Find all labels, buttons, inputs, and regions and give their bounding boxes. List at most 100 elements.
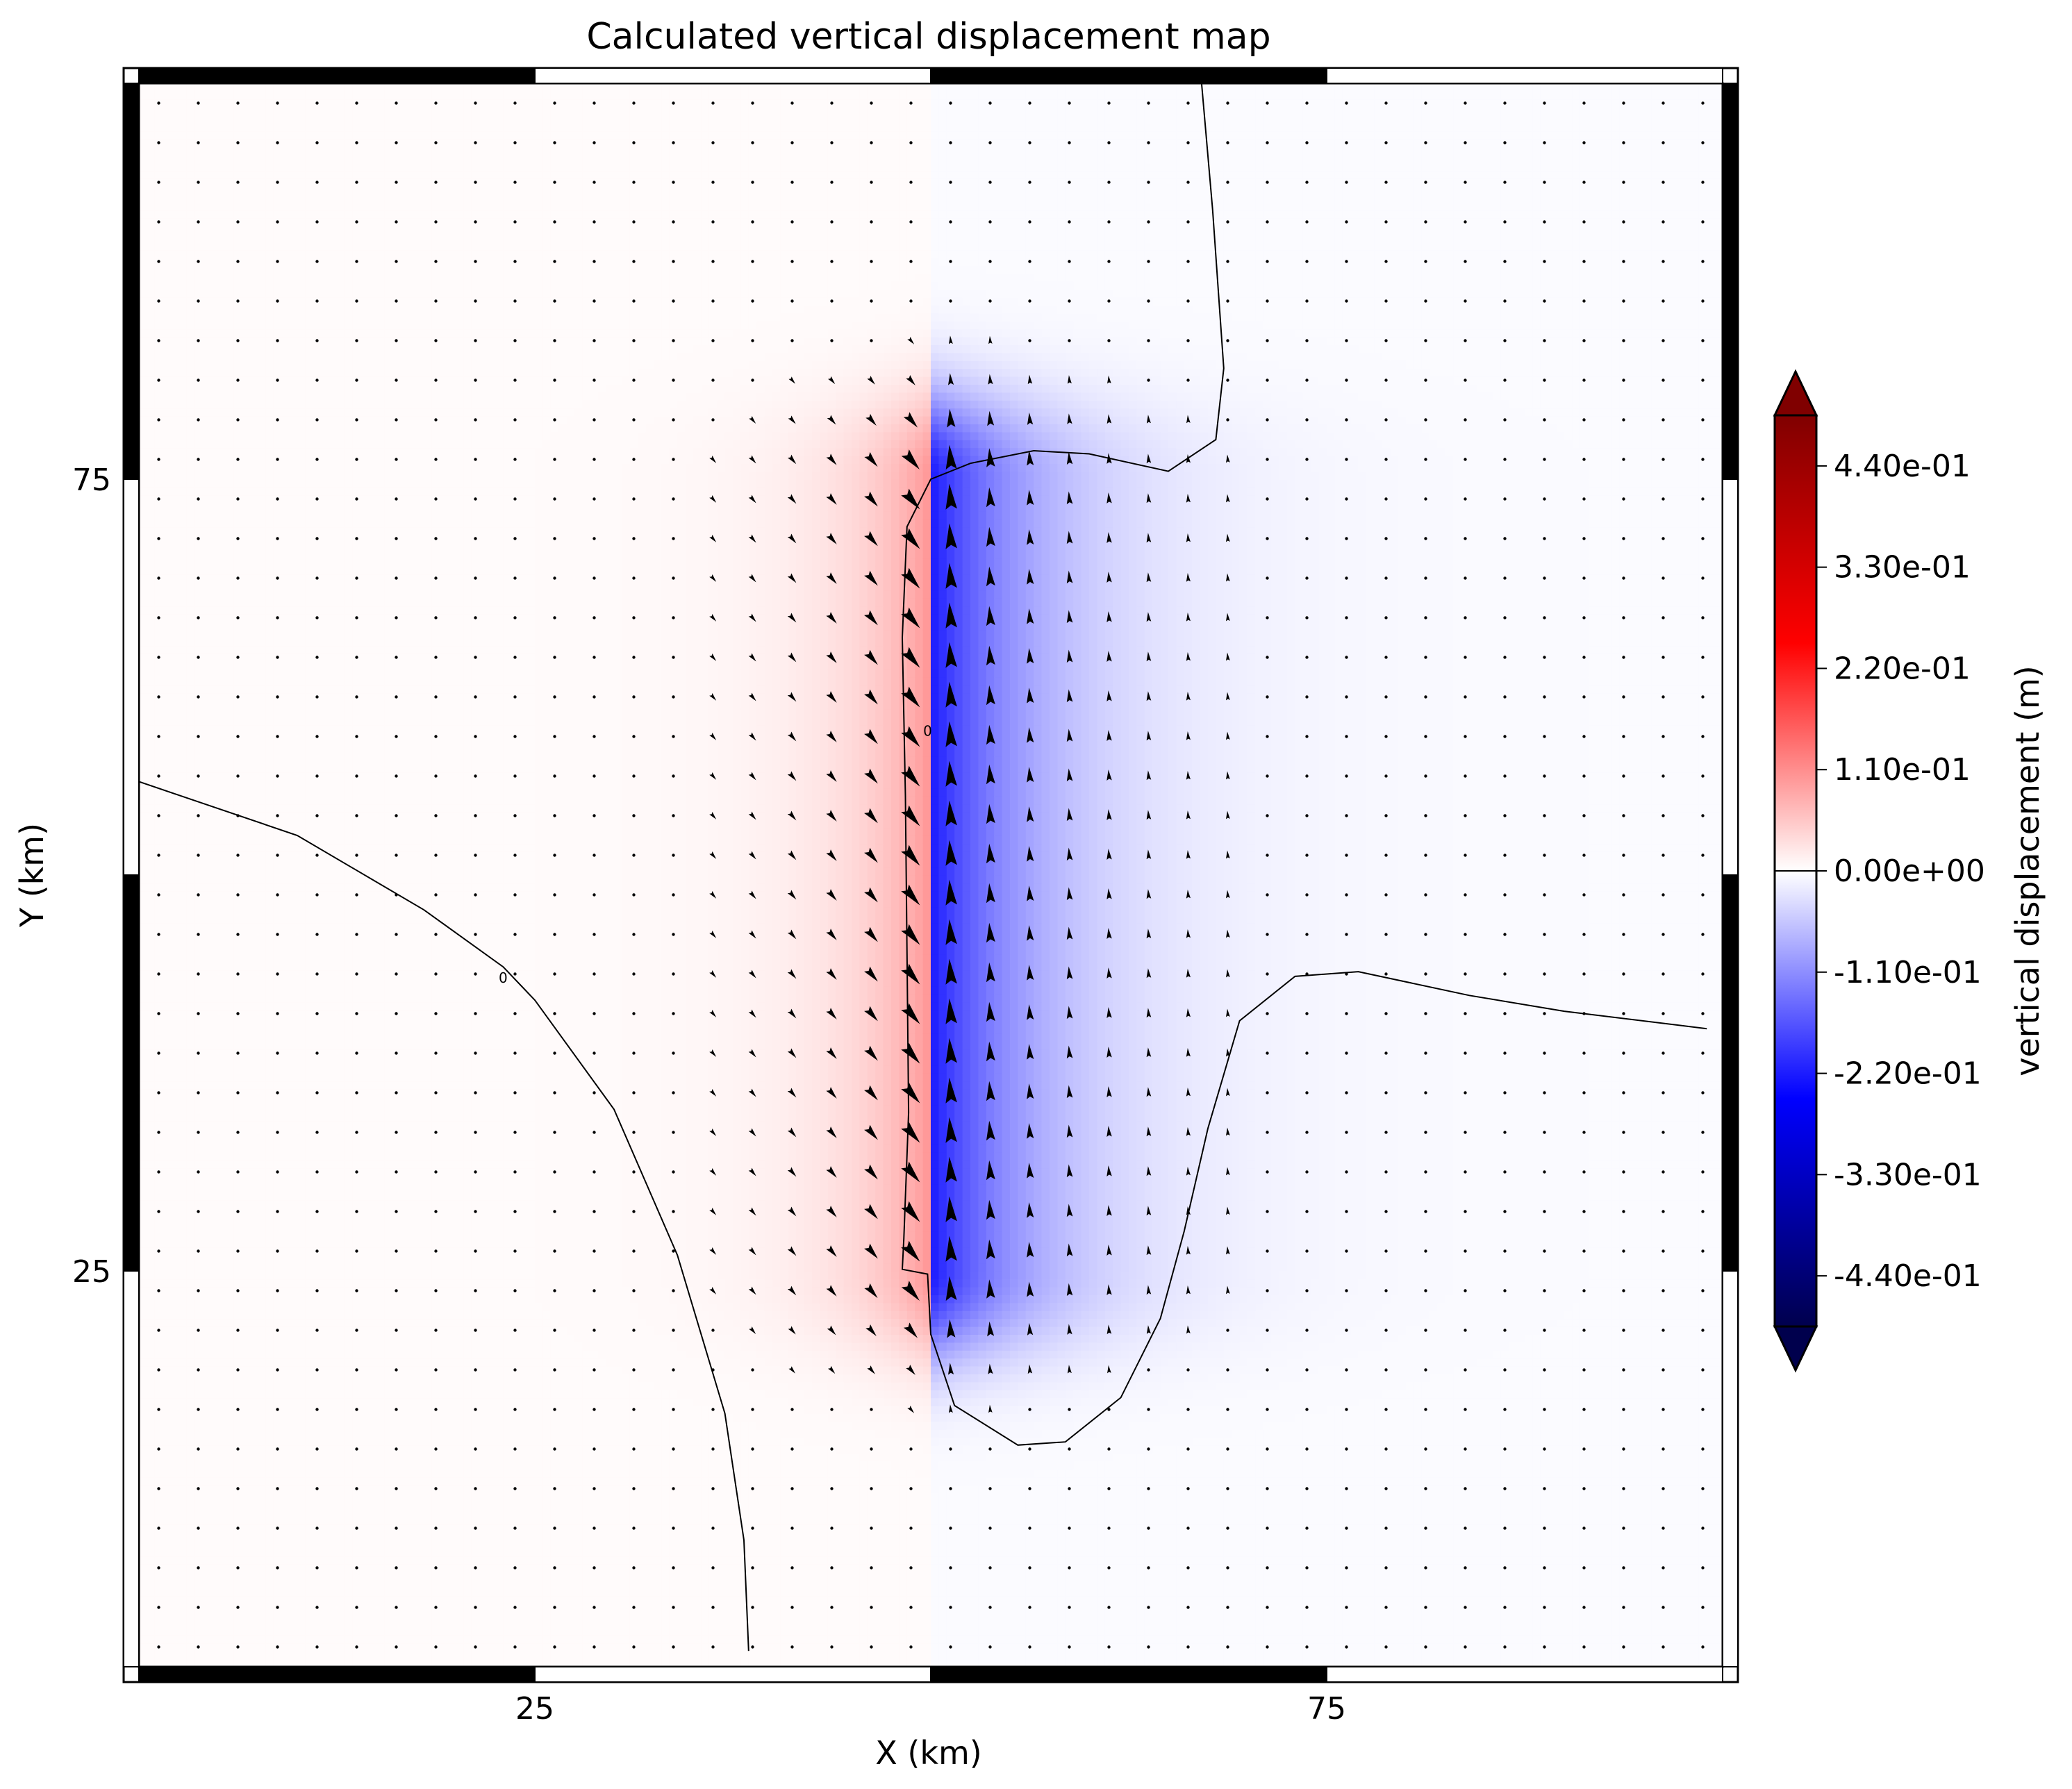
field-cell [233, 1057, 242, 1066]
field-cell [154, 1595, 163, 1604]
field-cell [154, 550, 163, 559]
field-cell [313, 1516, 322, 1525]
field-cell [194, 83, 203, 92]
field-cell [258, 843, 267, 852]
field-cell [329, 1009, 338, 1018]
field-cell [273, 843, 282, 852]
field-cell [305, 487, 314, 496]
field-cell [186, 447, 195, 456]
field-cell [305, 692, 314, 701]
field-cell [265, 510, 274, 519]
field-cell [258, 1469, 267, 1478]
field-cell [233, 1350, 242, 1359]
field-cell [258, 115, 267, 124]
field-cell [170, 210, 179, 219]
field-cell [321, 1658, 330, 1667]
field-cell [218, 1263, 227, 1272]
field-cell [233, 1390, 242, 1399]
field-cell [139, 1484, 148, 1493]
field-cell [305, 1247, 314, 1256]
field-cell [297, 1358, 306, 1367]
field-cell [233, 115, 242, 124]
field-cell [186, 257, 195, 266]
field-cell [139, 1009, 148, 1018]
field-cell [186, 1390, 195, 1399]
field-cell [147, 1548, 156, 1557]
field-cell [163, 519, 172, 528]
field-cell [194, 1318, 203, 1327]
field-cell [186, 978, 195, 987]
field-cell [233, 226, 242, 235]
field-cell [329, 1619, 338, 1628]
field-cell [258, 1041, 267, 1050]
field-cell [210, 313, 219, 322]
field-cell [297, 440, 306, 449]
field-cell [329, 534, 338, 543]
field-cell [281, 1286, 290, 1295]
field-cell [265, 875, 274, 884]
field-cell [218, 273, 227, 282]
field-cell [179, 1231, 188, 1240]
field-cell [289, 1279, 298, 1288]
field-cell [273, 273, 282, 282]
field-cell [329, 400, 338, 409]
field-cell [329, 1508, 338, 1517]
field-cell [258, 91, 267, 100]
field-cell [242, 819, 251, 829]
field-cell [313, 740, 322, 749]
field-cell [163, 447, 172, 456]
field-cell [281, 788, 290, 797]
field-cell [297, 1223, 306, 1232]
field-cell [202, 835, 211, 844]
field-cell [186, 946, 195, 955]
field-cell [226, 1271, 235, 1280]
field-cell [139, 210, 148, 219]
field-cell [226, 210, 235, 219]
field-cell [202, 281, 211, 290]
field-cell [305, 1286, 314, 1295]
field-cell [170, 431, 179, 440]
field-cell [297, 835, 306, 844]
field-cell [265, 1176, 274, 1185]
field-cell [202, 1642, 211, 1651]
field-cell [179, 1160, 188, 1169]
field-cell [233, 1279, 242, 1288]
field-cell [242, 1081, 251, 1090]
field-cell [194, 1144, 203, 1153]
field-cell [273, 1144, 282, 1153]
field-cell [249, 1001, 258, 1010]
field-cell [202, 606, 211, 615]
field-cell [233, 1421, 242, 1430]
field-cell [163, 273, 172, 282]
field-cell [226, 1088, 235, 1097]
field-cell [305, 622, 314, 631]
field-cell [329, 178, 338, 187]
field-cell [281, 574, 290, 583]
field-cell [170, 1033, 179, 1042]
field-cell [321, 1302, 330, 1311]
field-cell [210, 835, 219, 844]
field-cell [297, 677, 306, 686]
field-cell [147, 1397, 156, 1406]
field-cell [170, 574, 179, 583]
field-cell [218, 163, 227, 172]
field-cell [179, 257, 188, 266]
field-cell [242, 827, 251, 836]
field-cell [329, 994, 338, 1003]
field-cell [329, 1176, 338, 1185]
field-cell [289, 1658, 298, 1667]
field-cell [273, 194, 282, 203]
field-cell [273, 582, 282, 591]
field-cell [321, 107, 330, 116]
field-cell [329, 163, 338, 172]
field-cell [218, 1508, 227, 1517]
field-cell [179, 99, 188, 108]
field-cell [258, 1421, 267, 1430]
field-cell [297, 566, 306, 575]
field-cell [163, 1310, 172, 1320]
field-cell [249, 463, 258, 472]
field-cell [242, 1461, 251, 1470]
field-cell [210, 582, 219, 591]
field-cell [154, 1318, 163, 1327]
field-cell [226, 1500, 235, 1509]
